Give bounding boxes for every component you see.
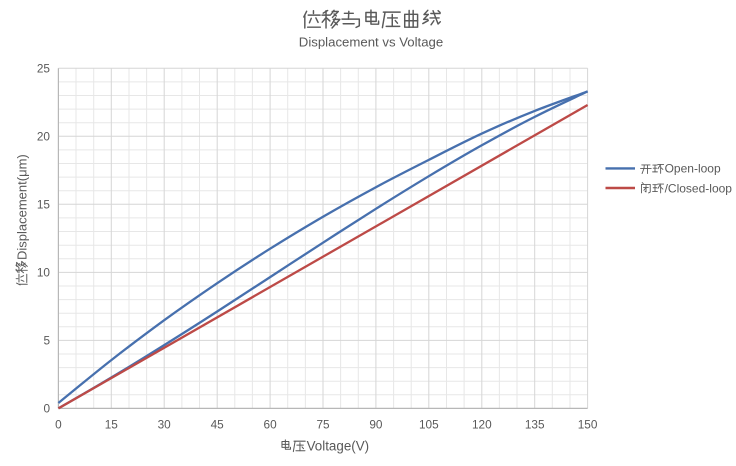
svg-text:75: 75 <box>316 418 330 432</box>
svg-text:15: 15 <box>37 198 51 212</box>
svg-text:Open-loop: Open-loop <box>665 162 721 176</box>
svg-text:5: 5 <box>43 334 50 348</box>
svg-text:Voltage(V): Voltage(V) <box>307 439 370 454</box>
svg-text:Displacement(μm): Displacement(μm) <box>14 154 29 260</box>
svg-text:60: 60 <box>264 418 278 432</box>
svg-text:105: 105 <box>419 418 439 432</box>
svg-text:15: 15 <box>105 418 119 432</box>
svg-text:135: 135 <box>525 418 545 432</box>
svg-text:30: 30 <box>158 418 172 432</box>
svg-text:10: 10 <box>37 266 51 280</box>
svg-text:120: 120 <box>472 418 492 432</box>
svg-text:25: 25 <box>37 62 51 76</box>
svg-text:0: 0 <box>55 418 62 432</box>
svg-text:/Closed-loop: /Closed-loop <box>665 181 733 195</box>
svg-text:90: 90 <box>369 418 383 432</box>
svg-text:0: 0 <box>43 402 50 416</box>
svg-text:150: 150 <box>578 418 598 432</box>
svg-text:45: 45 <box>211 418 225 432</box>
svg-text:20: 20 <box>37 130 51 144</box>
svg-text:Displacement vs Voltage: Displacement vs Voltage <box>299 35 443 50</box>
